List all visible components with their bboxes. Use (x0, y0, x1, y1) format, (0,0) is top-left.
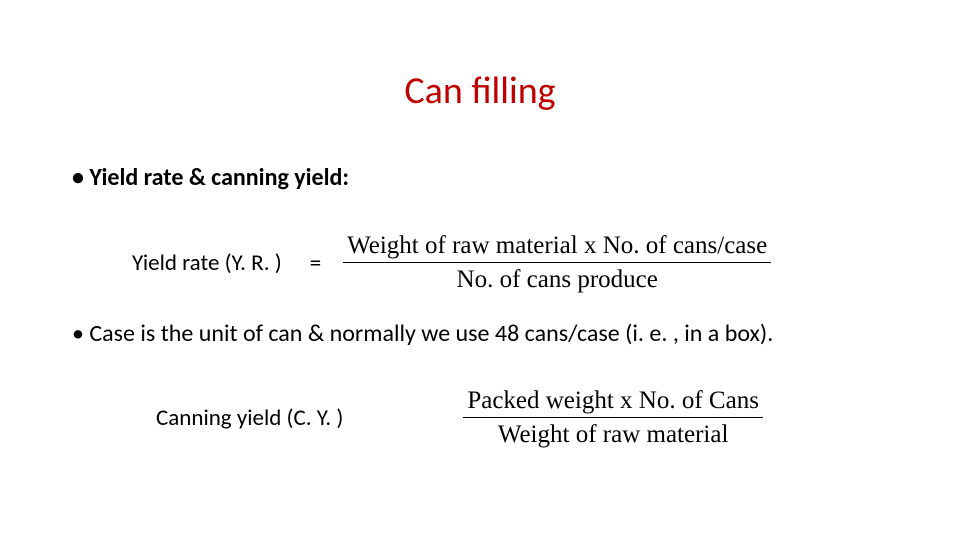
bullet-case-note: • Case is the unit of can & normally we … (72, 319, 773, 348)
slide-title: Can filling (0, 68, 960, 114)
fraction-numerator: Weight of raw material x No. of cans/cas… (343, 230, 771, 263)
bullet-yield-rate-heading: • Yield rate & canning yield: (72, 163, 349, 192)
equals-sign: = (310, 249, 321, 277)
formula-canning-yield-lhs: Canning yield (C. Y. ) (156, 404, 343, 432)
formula-yield-rate: Yield rate (Y. R. ) = Weight of raw mate… (132, 230, 771, 296)
formula-canning-yield: Canning yield (C. Y. ) Packed weight x N… (156, 385, 763, 451)
fraction-numerator: Packed weight x No. of Cans (463, 385, 763, 418)
fraction-yield-rate: Weight of raw material x No. of cans/cas… (343, 230, 771, 296)
formula-yield-rate-lhs: Yield rate (Y. R. ) (132, 249, 282, 277)
fraction-denominator: Weight of raw material (498, 418, 729, 450)
fraction-canning-yield: Packed weight x No. of Cans Weight of ra… (463, 385, 763, 451)
fraction-denominator: No. of cans produce (457, 263, 658, 295)
